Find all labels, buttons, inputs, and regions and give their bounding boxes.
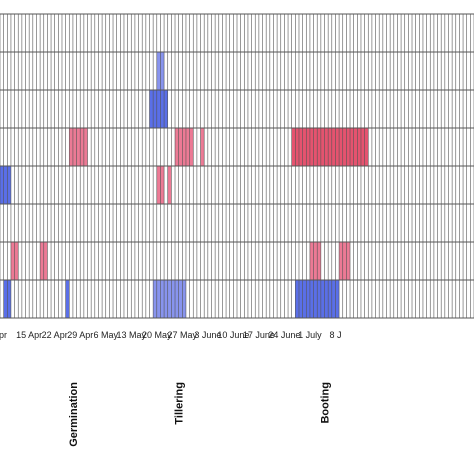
stage-label: Germination [68,382,80,447]
x-tick-label: 22 Apr [42,330,68,340]
heatmap-cell-11 [69,128,88,166]
heatmap-cell-15 [149,90,168,128]
heatmap-cell-7 [339,242,351,280]
x-tick-label: 1 July [298,330,322,340]
heatmap-cell-10 [167,166,172,204]
x-tick-label: 13 May [117,330,147,340]
heatmap-cell-2 [153,280,186,318]
x-tick-label: 20 May [142,330,172,340]
cells-layer [0,52,369,318]
stage-label: Booting [320,382,332,424]
heatmap-cell-13 [200,128,205,166]
heatmap-cell-8 [0,166,11,204]
x-tick-label: 6 May [93,330,118,340]
x-tick-label: 10 June [217,330,249,340]
stage-label: Tillering [174,382,186,425]
grid-layer [0,13,474,319]
x-tick-label: 17 June [243,330,275,340]
x-tick-label: 27 May [168,330,198,340]
x-tick-label: Apr [0,330,7,340]
heatmap-cell-6 [309,242,321,280]
x-tick-label: 3 June [194,330,221,340]
heatmap-cell-14 [291,128,369,166]
x-tick-label: 29 Apr [67,330,93,340]
stage-labels: Germination Tillering Booting [68,382,332,447]
heatmap-cell-12 [175,128,194,166]
x-tick-label: 8 J [329,330,341,340]
x-tick-label: 15 Apr [16,330,42,340]
x-tick-label: 24 June [268,330,300,340]
heatmap-cell-1 [65,280,70,318]
